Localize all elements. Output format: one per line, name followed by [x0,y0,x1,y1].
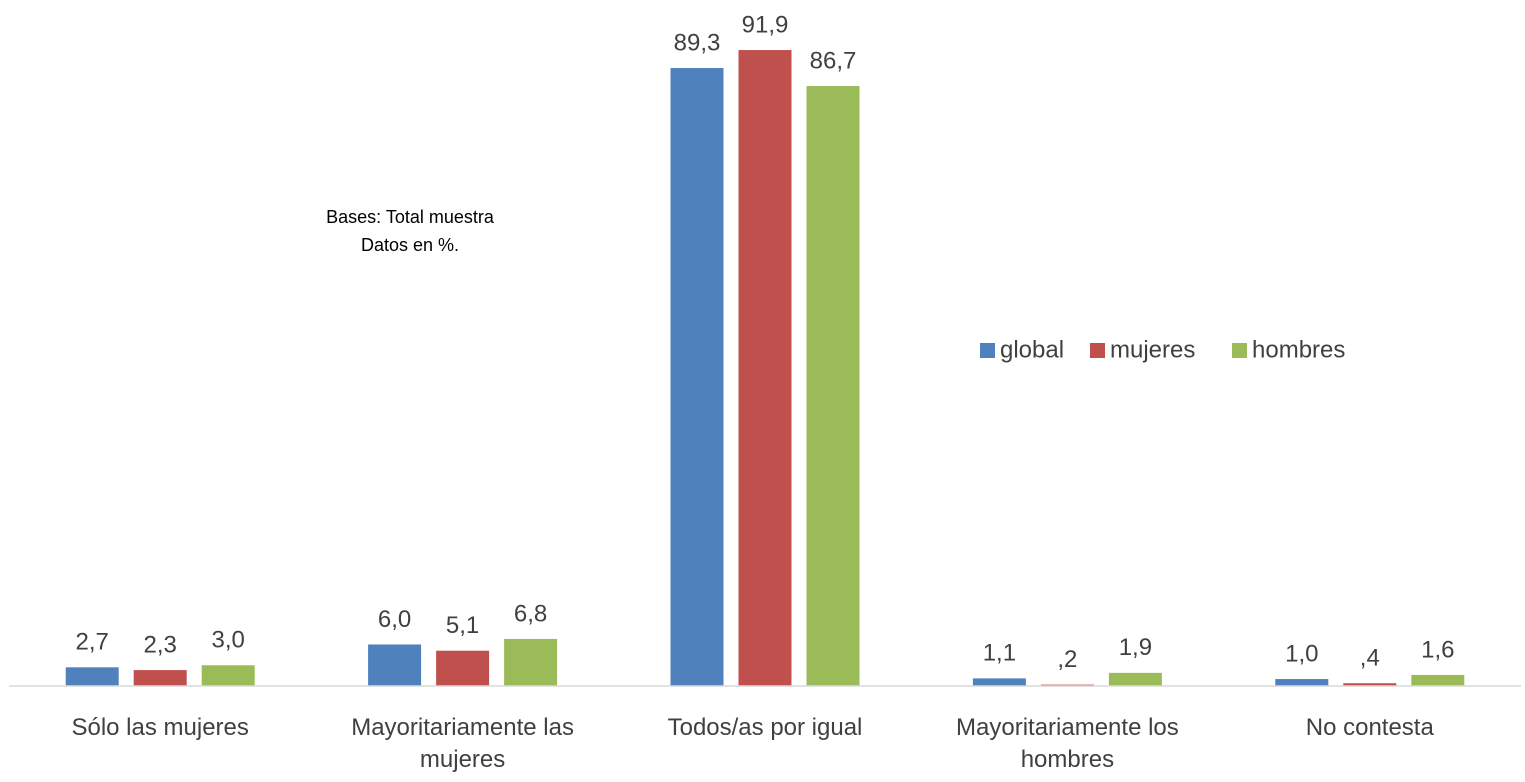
legend-label: global [1000,336,1064,363]
legend-swatch [980,343,995,358]
bar [738,50,792,686]
annotation: Bases: Total muestra [326,207,495,227]
x-tick-label: Mayoritariamente los hombres [956,714,1179,773]
legend-label: hombres [1252,336,1345,363]
bar [1343,683,1397,686]
data-label: 6,8 [514,600,547,627]
x-tick-label: No contesta [1305,714,1434,741]
bar [1108,672,1162,686]
data-label: 1,6 [1421,636,1454,663]
data-label: 6,0 [378,606,411,633]
data-label: 5,1 [446,612,479,639]
x-tick-label: Mayoritariamente las mujeres [351,714,574,773]
data-label: ,2 [1057,646,1077,673]
data-label: 3,0 [212,627,245,654]
data-label: 2,7 [76,629,109,656]
bar [368,644,422,686]
bar [1411,674,1465,686]
data-label: ,4 [1360,645,1380,672]
bar [201,665,255,686]
data-label: 1,9 [1119,634,1152,661]
data-label: 89,3 [674,29,721,56]
bar [806,86,860,686]
data-label: 1,0 [1285,640,1318,667]
bar [504,638,558,686]
bar [1275,679,1329,686]
bar [436,650,490,686]
bar [670,68,724,686]
data-label: 86,7 [810,47,857,74]
legend-swatch [1090,343,1105,358]
bar [133,670,187,686]
data-label: 2,3 [144,631,177,658]
data-label: 1,1 [983,640,1016,667]
legend-label: mujeres [1110,336,1195,363]
bar [65,667,119,686]
x-tick-label: Todos/as por igual [667,714,863,741]
annotation: Datos en %. [361,235,459,255]
data-label: 91,9 [742,11,789,38]
bar [972,678,1026,686]
legend-swatch [1232,343,1247,358]
x-tick-label: Sólo las mujeres [71,714,249,741]
